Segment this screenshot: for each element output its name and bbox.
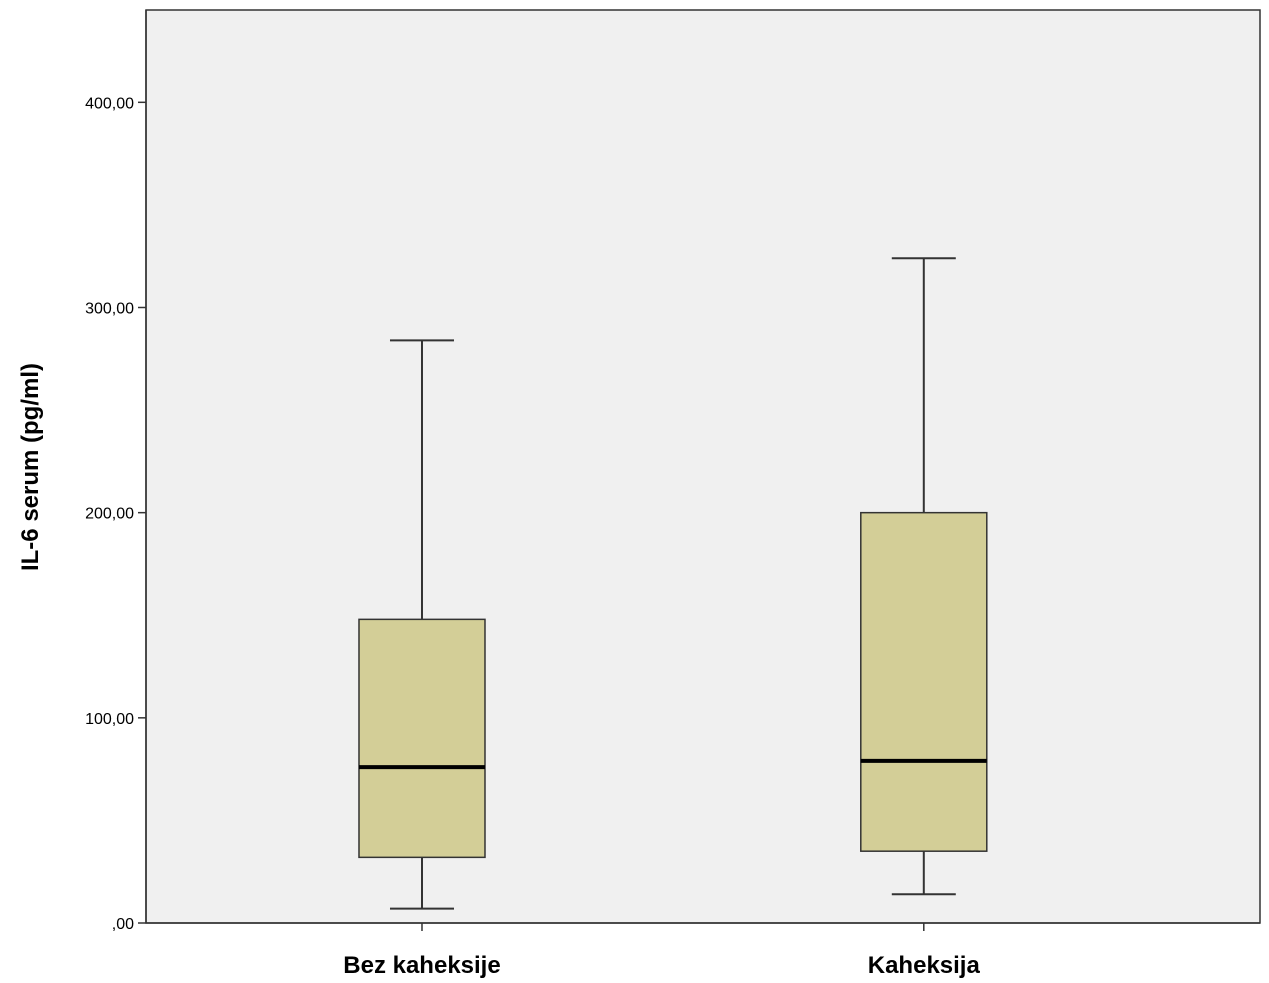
box-group <box>358 339 486 910</box>
interquartile-box <box>860 511 988 852</box>
y-axis: ,00 100,00 200,00 300,00 400,00 <box>85 10 147 933</box>
x-category-label: Kaheksija <box>868 952 981 979</box>
box-series <box>358 257 988 910</box>
y-axis-title: IL-6 serum (pg/ml) <box>17 363 44 571</box>
y-tick-label: ,00 <box>112 916 134 933</box>
y-tick-label: 100,00 <box>85 711 134 728</box>
y-tick-label: 300,00 <box>85 300 134 317</box>
y-tick-label: 200,00 <box>85 506 134 523</box>
interquartile-box <box>358 618 486 859</box>
box-group <box>860 257 988 896</box>
y-tick-label: 400,00 <box>85 95 134 112</box>
x-axis: Bez kaheksije Kaheksija <box>146 922 1260 979</box>
x-category-label: Bez kaheksije <box>343 952 500 979</box>
plot-area <box>145 9 1261 924</box>
